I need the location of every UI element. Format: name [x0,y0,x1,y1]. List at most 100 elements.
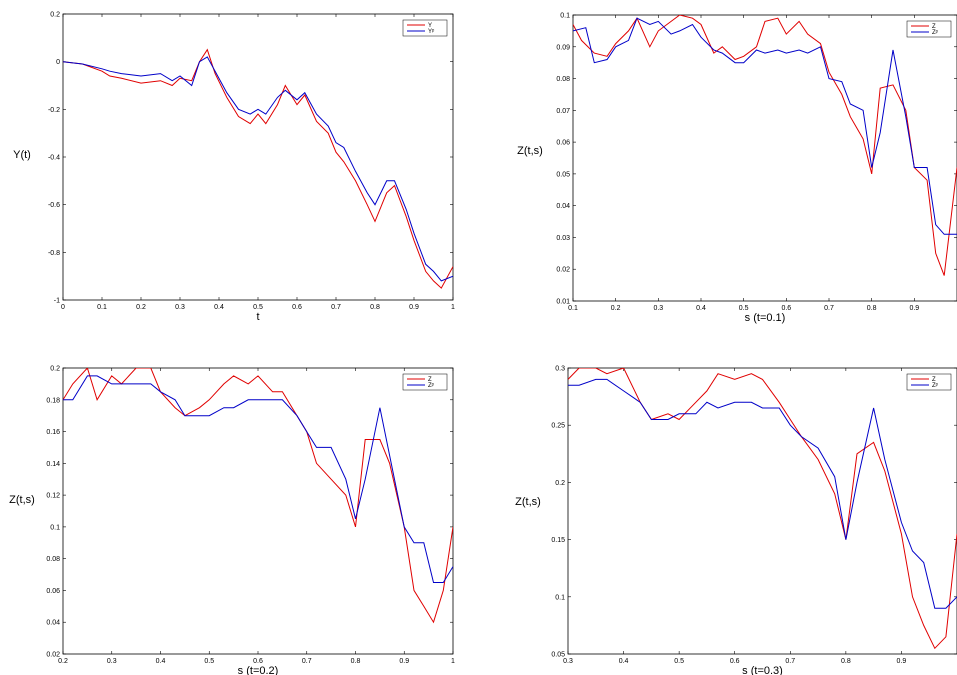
y-tick-label: 0.02 [556,267,570,274]
y-axis-label: Y(t) [13,149,31,161]
y-axis-label: Z(t,s) [515,496,541,508]
y-axis-label: Z(t,s) [9,494,35,506]
y-tick-label: 0.04 [46,620,60,627]
x-tick-label: 0.9 [399,658,409,665]
series-line-approx [63,56,453,282]
legend-box [402,373,448,391]
x-axis-label: t [256,311,259,323]
y-tick-label: 0.05 [556,171,570,178]
x-tick-label: 0.3 [563,658,573,665]
plot-area [572,14,957,302]
x-tick-label: 0.4 [619,658,629,665]
y-tick-label: 0.12 [46,493,60,500]
y-tick-label: 0.04 [556,203,570,210]
x-tick-label: 0.1 [568,305,578,312]
legend: YYᵖ [402,19,448,37]
y-tick-label: -0.8 [48,250,60,257]
y-tick-label: 0.06 [46,588,60,595]
x-tick-label: 0.4 [696,305,706,312]
x-tick-label: 0.8 [370,304,380,311]
x-tick-label: 0.8 [841,658,851,665]
legend-entry: Y [428,23,432,29]
legend-entry: Zᵖ [428,383,435,389]
series-line-main [63,48,453,289]
y-tick-label: -0.2 [48,107,60,114]
legend-entry: Z [428,377,432,383]
y-tick-label: -0.4 [48,155,60,162]
y-tick-label: 0.01 [556,299,570,306]
x-tick-label: 0.9 [909,305,919,312]
legend-entry: Z [932,24,936,30]
legend-entry: Zᵖ [932,30,939,36]
y-tick-label: 0.1 [50,524,60,531]
x-tick-label: 0.7 [302,658,312,665]
x-tick-label: 0.9 [409,304,419,311]
x-tick-label: 0.3 [107,658,117,665]
series-line-approx [63,375,453,583]
y-tick-label: 0 [56,59,60,66]
y-tick-label: 0.09 [556,44,570,51]
x-tick-label: 0.3 [653,305,663,312]
x-tick-label: 0.3 [175,304,185,311]
x-axis-label: s (t=0.2) [238,665,279,675]
plot-area [62,367,454,655]
chart-3: 0.2 0.3 0.4 0.5 0.6 0.7 0.8 0.9 1 0.02 0.04 0.06 0.0… [9,366,455,675]
chart-2: 0.1 0.2 0.3 0.4 0.5 0.6 0.7 0.8 0.9 0.01 0.02 0.03 0… [517,13,957,324]
x-tick-label: 0.7 [824,305,834,312]
y-tick-label: 0.2 [555,480,565,487]
x-tick-label: 1 [451,658,455,665]
legend-box [906,373,952,391]
x-tick-label: 0.5 [674,658,684,665]
y-tick-label: 0.2 [50,12,60,19]
y-tick-label: 0.18 [46,397,60,404]
y-tick-label: -0.6 [48,202,60,209]
x-axis-label: s (t=0.1) [745,312,786,324]
x-tick-label: 0.6 [781,305,791,312]
legend-entry: Zᵖ [932,383,939,389]
y-tick-label: 0.03 [556,235,570,242]
y-tick-label: 0.3 [555,366,565,373]
x-tick-label: 0.2 [611,305,621,312]
x-tick-label: 0.6 [292,304,302,311]
x-tick-label: 1 [451,304,455,311]
x-tick-label: 0.5 [739,305,749,312]
y-tick-label: 0.08 [556,76,570,83]
legend-box [906,20,952,38]
y-tick-label: 0.02 [46,652,60,659]
legend-entry: Z [932,377,936,383]
x-tick-label: 0.4 [156,658,166,665]
x-tick-label: 0.5 [253,304,263,311]
x-tick-label: 0.8 [351,658,361,665]
chart-4: 0.3 0.4 0.5 0.6 0.7 0.8 0.9 0.05 0.1 0.15 0.2 0.25 0… [515,366,957,675]
x-tick-label: 0.7 [785,658,795,665]
y-tick-label: 0.05 [551,652,565,659]
series-line-approx [568,378,957,609]
y-tick-label: -1 [54,298,60,305]
x-tick-label: 0.2 [58,658,68,665]
y-tick-label: 0.15 [551,537,565,544]
x-tick-label: 0.6 [253,658,263,665]
x-tick-label: 0.4 [214,304,224,311]
series-line-main [568,368,957,650]
legend: ZZᵖ [906,20,952,38]
x-tick-label: 0.7 [331,304,341,311]
plot-area [567,367,957,655]
y-axis-label: Z(t,s) [517,145,543,157]
legend: ZZᵖ [402,373,448,391]
y-tick-label: 0.1 [555,594,565,601]
y-tick-label: 0.1 [560,13,570,20]
x-axis-label: s (t=0.3) [742,665,783,675]
y-tick-label: 0.14 [46,461,60,468]
y-tick-label: 0.06 [556,140,570,147]
x-tick-label: 0.2 [136,304,146,311]
series-line-main [63,368,453,624]
plot-area [62,13,454,301]
x-tick-label: 0.6 [730,658,740,665]
legend-entry: Yᵖ [428,29,435,35]
y-tick-label: 0.2 [50,366,60,373]
x-tick-label: 0.8 [867,305,877,312]
legend: ZZᵖ [906,373,952,391]
y-tick-label: 0.08 [46,556,60,563]
y-tick-label: 0.16 [46,429,60,436]
